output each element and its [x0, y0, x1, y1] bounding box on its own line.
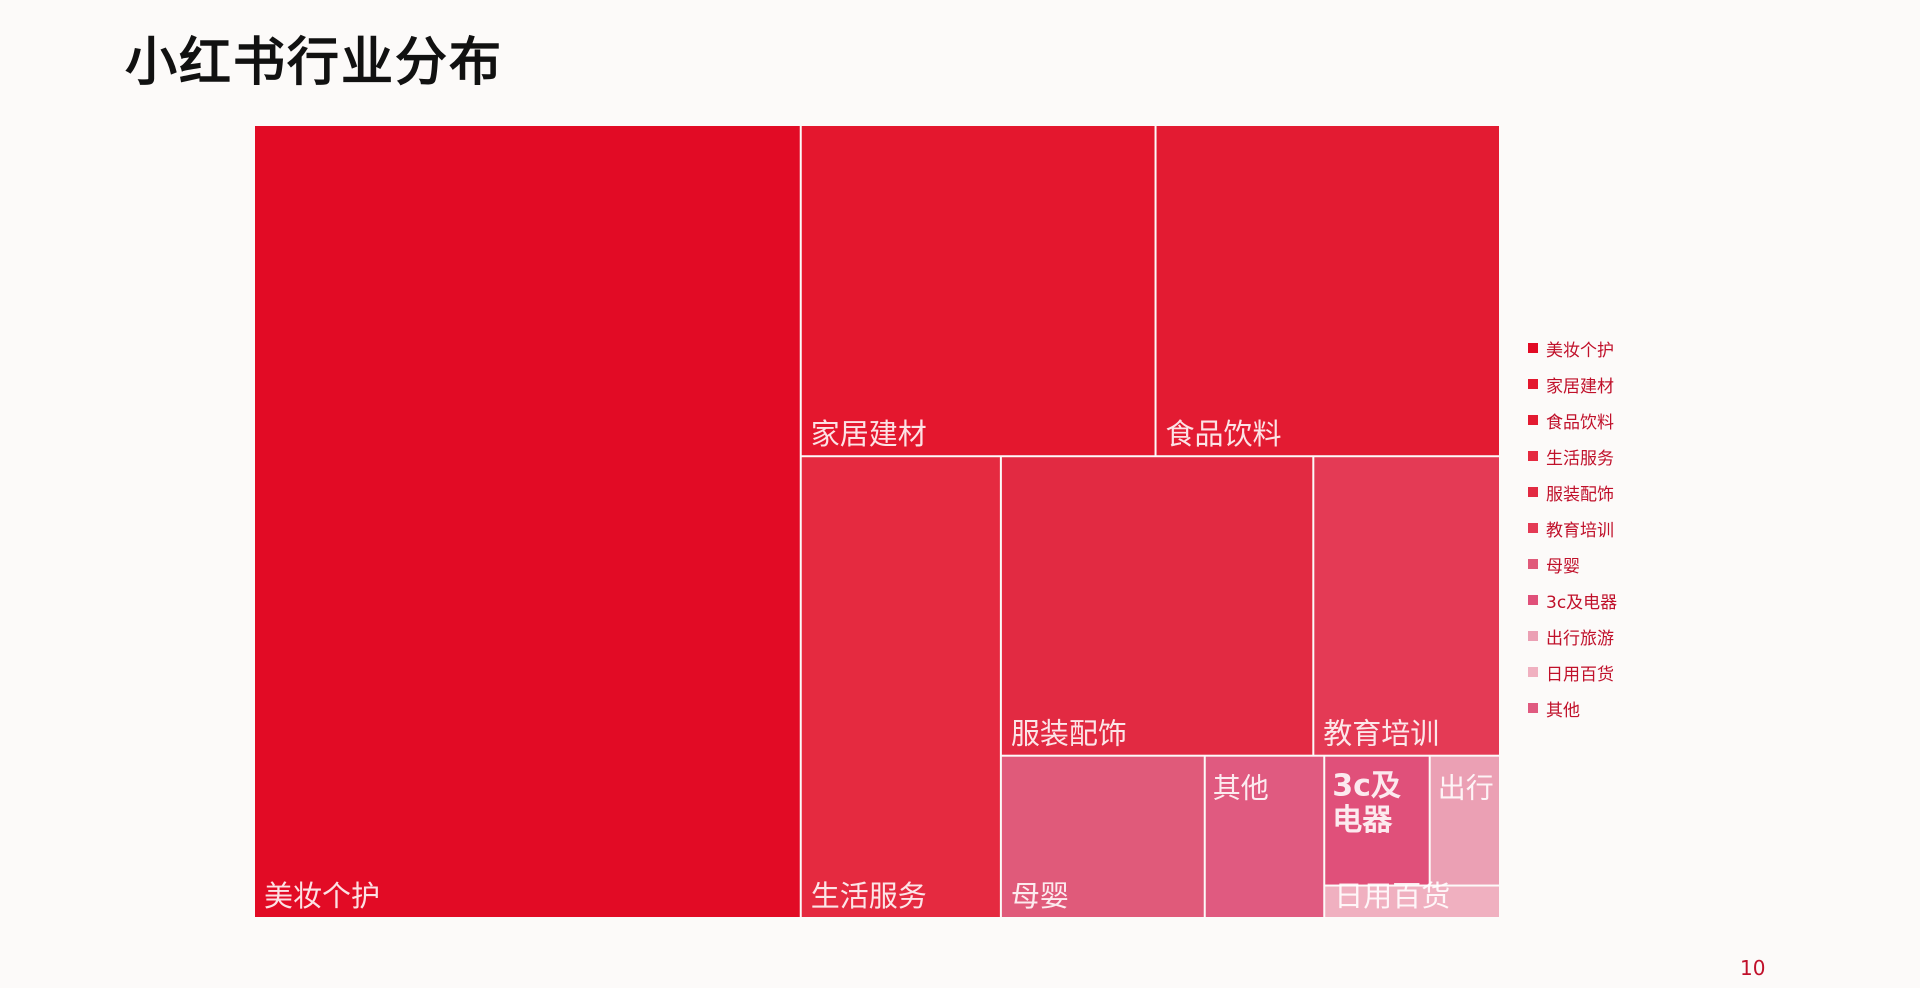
- legend-item: 日用百货: [1528, 654, 1617, 690]
- page-number: 10: [1740, 956, 1766, 980]
- legend-item: 母婴: [1528, 546, 1617, 582]
- legend-label: 服装配饰: [1546, 484, 1614, 505]
- legend-item: 服装配饰: [1528, 474, 1617, 510]
- treemap-cell-label: 3c及电器: [1332, 769, 1401, 839]
- treemap-cell-label: 家居建材: [811, 417, 927, 451]
- treemap-cell: [1156, 126, 1499, 456]
- treemap-cell: [1325, 756, 1429, 885]
- legend-label: 美妆个护: [1546, 340, 1614, 361]
- legend-item: 3c及电器: [1528, 582, 1617, 618]
- treemap-cell: [801, 457, 1000, 917]
- treemap-cell: [1430, 756, 1499, 885]
- legend-swatch: [1528, 559, 1538, 569]
- legend-item: 家居建材: [1528, 366, 1617, 402]
- legend-label: 母婴: [1546, 556, 1580, 577]
- legend-swatch: [1528, 415, 1538, 425]
- legend-label: 3c及电器: [1546, 592, 1618, 613]
- treemap-cell-label: 母婴: [1011, 879, 1069, 913]
- legend-item: 出行旅游: [1528, 618, 1617, 654]
- treemap-cell: [1325, 886, 1499, 917]
- treemap-cell-label: 日用百货: [1334, 879, 1450, 913]
- legend-label: 生活服务: [1546, 448, 1614, 469]
- legend-swatch: [1528, 703, 1538, 713]
- legend-label: 日用百货: [1546, 664, 1614, 685]
- slide-title: 小红书行业分布: [125, 33, 504, 93]
- legend-swatch: [1528, 667, 1538, 677]
- legend-item: 教育培训: [1528, 510, 1617, 546]
- treemap-cell: [1205, 756, 1324, 917]
- treemap-cell: [1001, 457, 1313, 755]
- legend-swatch: [1528, 523, 1538, 533]
- legend-item: 食品饮料: [1528, 402, 1617, 438]
- legend-label: 食品饮料: [1546, 412, 1614, 433]
- legend-item: 其他: [1528, 690, 1617, 726]
- legend-item: 美妆个护: [1528, 330, 1617, 366]
- legend-label: 教育培训: [1546, 520, 1614, 541]
- treemap-cell: [255, 126, 800, 917]
- legend-item: 生活服务: [1528, 438, 1617, 474]
- legend-swatch: [1528, 451, 1538, 461]
- treemap-cell-label: 出行: [1438, 772, 1494, 805]
- treemap-cell-label: 服装配饰: [1011, 717, 1127, 751]
- legend-swatch: [1528, 595, 1538, 605]
- treemap-cell: [1001, 756, 1204, 917]
- legend-swatch: [1528, 379, 1538, 389]
- treemap-cell-label: 美妆个护: [264, 879, 380, 913]
- treemap-cell-label: 教育培训: [1323, 717, 1439, 751]
- treemap-cell: [1314, 457, 1499, 755]
- legend-label: 家居建材: [1546, 376, 1614, 397]
- legend-swatch: [1528, 343, 1538, 353]
- legend-swatch: [1528, 631, 1538, 641]
- legend-swatch: [1528, 487, 1538, 497]
- treemap-cell-label: 其他: [1213, 772, 1269, 805]
- legend-label: 其他: [1546, 700, 1580, 721]
- treemap-cell-label: 生活服务: [811, 879, 927, 913]
- treemap-cell: [801, 126, 1155, 456]
- legend-label: 出行旅游: [1546, 628, 1614, 649]
- chart-legend: 美妆个护家居建材食品饮料生活服务服装配饰教育培训母婴 3c及电器出行旅游日用百货其…: [1528, 330, 1617, 726]
- treemap-cell-label: 食品饮料: [1166, 417, 1282, 451]
